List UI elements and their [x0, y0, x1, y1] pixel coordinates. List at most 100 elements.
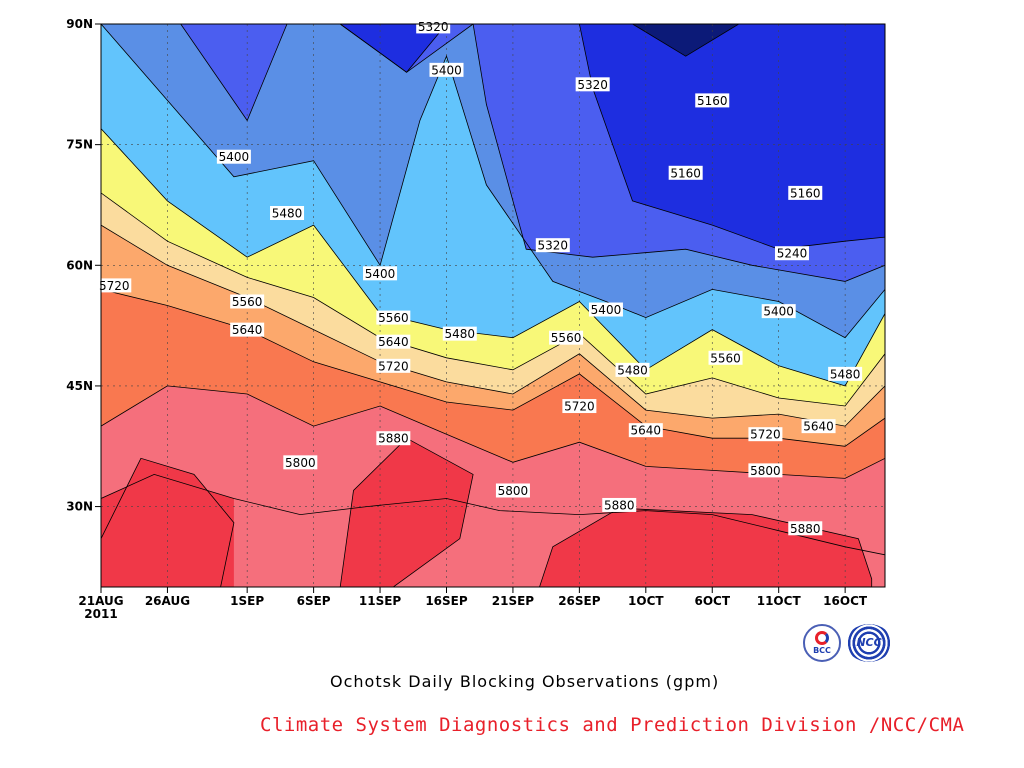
ncc-logo-text: NCC [856, 636, 882, 649]
contour-label-bg [588, 302, 623, 317]
bcc-emblem-icon [815, 631, 829, 645]
contour-label: 5160 [670, 166, 701, 180]
contour-label: 5720 [564, 400, 595, 414]
contour-label-bg [788, 185, 823, 200]
contour-label: 5640 [631, 424, 662, 438]
contour-label: 5720 [750, 428, 781, 442]
contour-label-bg [376, 334, 411, 349]
contour-label-bg [442, 326, 477, 341]
contour-label: 5160 [697, 94, 728, 108]
contour-label: 5640 [378, 335, 409, 349]
contour-label-bg [216, 149, 251, 164]
contour-label-bg [708, 350, 743, 365]
contour-label: 5880 [604, 498, 635, 512]
contour-label: 5480 [617, 363, 648, 377]
contour-label-bg [615, 362, 650, 377]
contour-label: 5480 [272, 207, 303, 221]
contour-label-bg [429, 62, 464, 77]
y-tick-label: 90N [66, 17, 93, 31]
contour-line-5880-pool-0 [101, 457, 235, 587]
contour-label-bg [602, 497, 637, 512]
contour-label-bg [549, 330, 584, 345]
contour-label-bg [535, 238, 570, 253]
contour-label: 5640 [803, 420, 834, 434]
contour-label: 5400 [763, 305, 794, 319]
contour-label: 5400 [219, 150, 250, 164]
x-tick-label: 21SEP [492, 594, 535, 608]
contour-label: 5160 [790, 186, 821, 200]
contour-label: 5800 [498, 484, 529, 498]
contour-label-bg [270, 206, 305, 221]
contour-label-bg [376, 358, 411, 373]
contour-line-5560 [101, 192, 885, 407]
contour-label: 5480 [830, 367, 861, 381]
contour-label: 5560 [378, 311, 409, 325]
contour-chart: 5320 5400 5320 5160 5400 5160 5160 5480 5320 5240… [66, 17, 886, 621]
contour-label-bg [668, 165, 703, 180]
contour-label-bg [230, 294, 265, 309]
x-tick-label: 1OCT [628, 594, 664, 608]
x-tick-label: 1SEP [230, 594, 264, 608]
contour-label: 5400 [365, 267, 396, 281]
contour-labels: 5320 5400 5320 5160 5400 5160 5160 5480 5320 5240… [97, 19, 863, 536]
contour-label-bg [562, 399, 597, 414]
x-tick-label: 21AUG [78, 594, 123, 608]
contour-label: 5240 [777, 247, 808, 261]
fill-band-5160-0 [632, 24, 739, 57]
contour-label: 5480 [445, 327, 476, 341]
contour-label: 5400 [431, 63, 462, 77]
bcc-logo: BCC [803, 624, 841, 662]
ncc-logo: NCC [846, 624, 892, 662]
contour-label-bg [788, 521, 823, 536]
contour-label-bg [416, 19, 451, 34]
x-tick-label: 11SEP [359, 594, 402, 608]
y-tick-label: 45N [66, 379, 93, 393]
contour-label: 5800 [750, 464, 781, 478]
x-tick-label: 6SEP [297, 594, 331, 608]
contour-label-bg [695, 93, 730, 108]
contour-line-5400 [101, 24, 885, 339]
x-tick-label: 16OCT [823, 594, 868, 608]
x-tick-sublabel: 2011 [84, 607, 117, 621]
contour-line-5480 [101, 128, 885, 387]
x-tick-label: 11OCT [757, 594, 802, 608]
contour-label: 5880 [378, 432, 409, 446]
plot-frame [100, 23, 886, 588]
contour-line-5240 [339, 24, 447, 73]
contour-label: 5320 [577, 78, 608, 92]
contour-label: 5800 [285, 456, 316, 470]
contour-label-bg [774, 246, 809, 261]
contour-label: 5320 [418, 20, 449, 34]
filled-contours [101, 24, 885, 587]
contour-label-bg [495, 483, 530, 498]
contour-label-bg [376, 310, 411, 325]
contour-label: 5720 [378, 359, 409, 373]
contour-label-bg [575, 77, 610, 92]
contour-label-bg [376, 431, 411, 446]
contour-line-5160 [632, 24, 740, 57]
bcc-logo-text: BCC [813, 646, 831, 655]
contour-label-bg [748, 427, 783, 442]
contour-label: 5560 [551, 331, 582, 345]
x-tick-label: 26SEP [558, 594, 601, 608]
contour-line-5320 [101, 24, 885, 282]
contour-label: 5880 [790, 522, 821, 536]
x-tick-label: 26AUG [145, 594, 190, 608]
contour-line-5880 [101, 473, 885, 556]
plot-area [101, 24, 885, 587]
contour-label-bg [230, 322, 265, 337]
contour-label: 5720 [99, 279, 130, 293]
contour-label-bg [363, 266, 398, 281]
contour-label-bg [828, 366, 863, 381]
fill-band-5240-0 [340, 24, 447, 73]
contour-label-bg [97, 278, 132, 293]
contour-line-5880-pool-1 [339, 437, 474, 587]
credit-line: Climate System Diagnostics and Predictio… [260, 714, 965, 736]
contour-label: 5560 [710, 351, 741, 365]
contour-label-bg [761, 304, 796, 319]
contour-label-bg [283, 455, 318, 470]
contour-label: 5320 [538, 239, 569, 253]
contour-label-bg [748, 463, 783, 478]
y-tick-label: 30N [66, 500, 93, 514]
